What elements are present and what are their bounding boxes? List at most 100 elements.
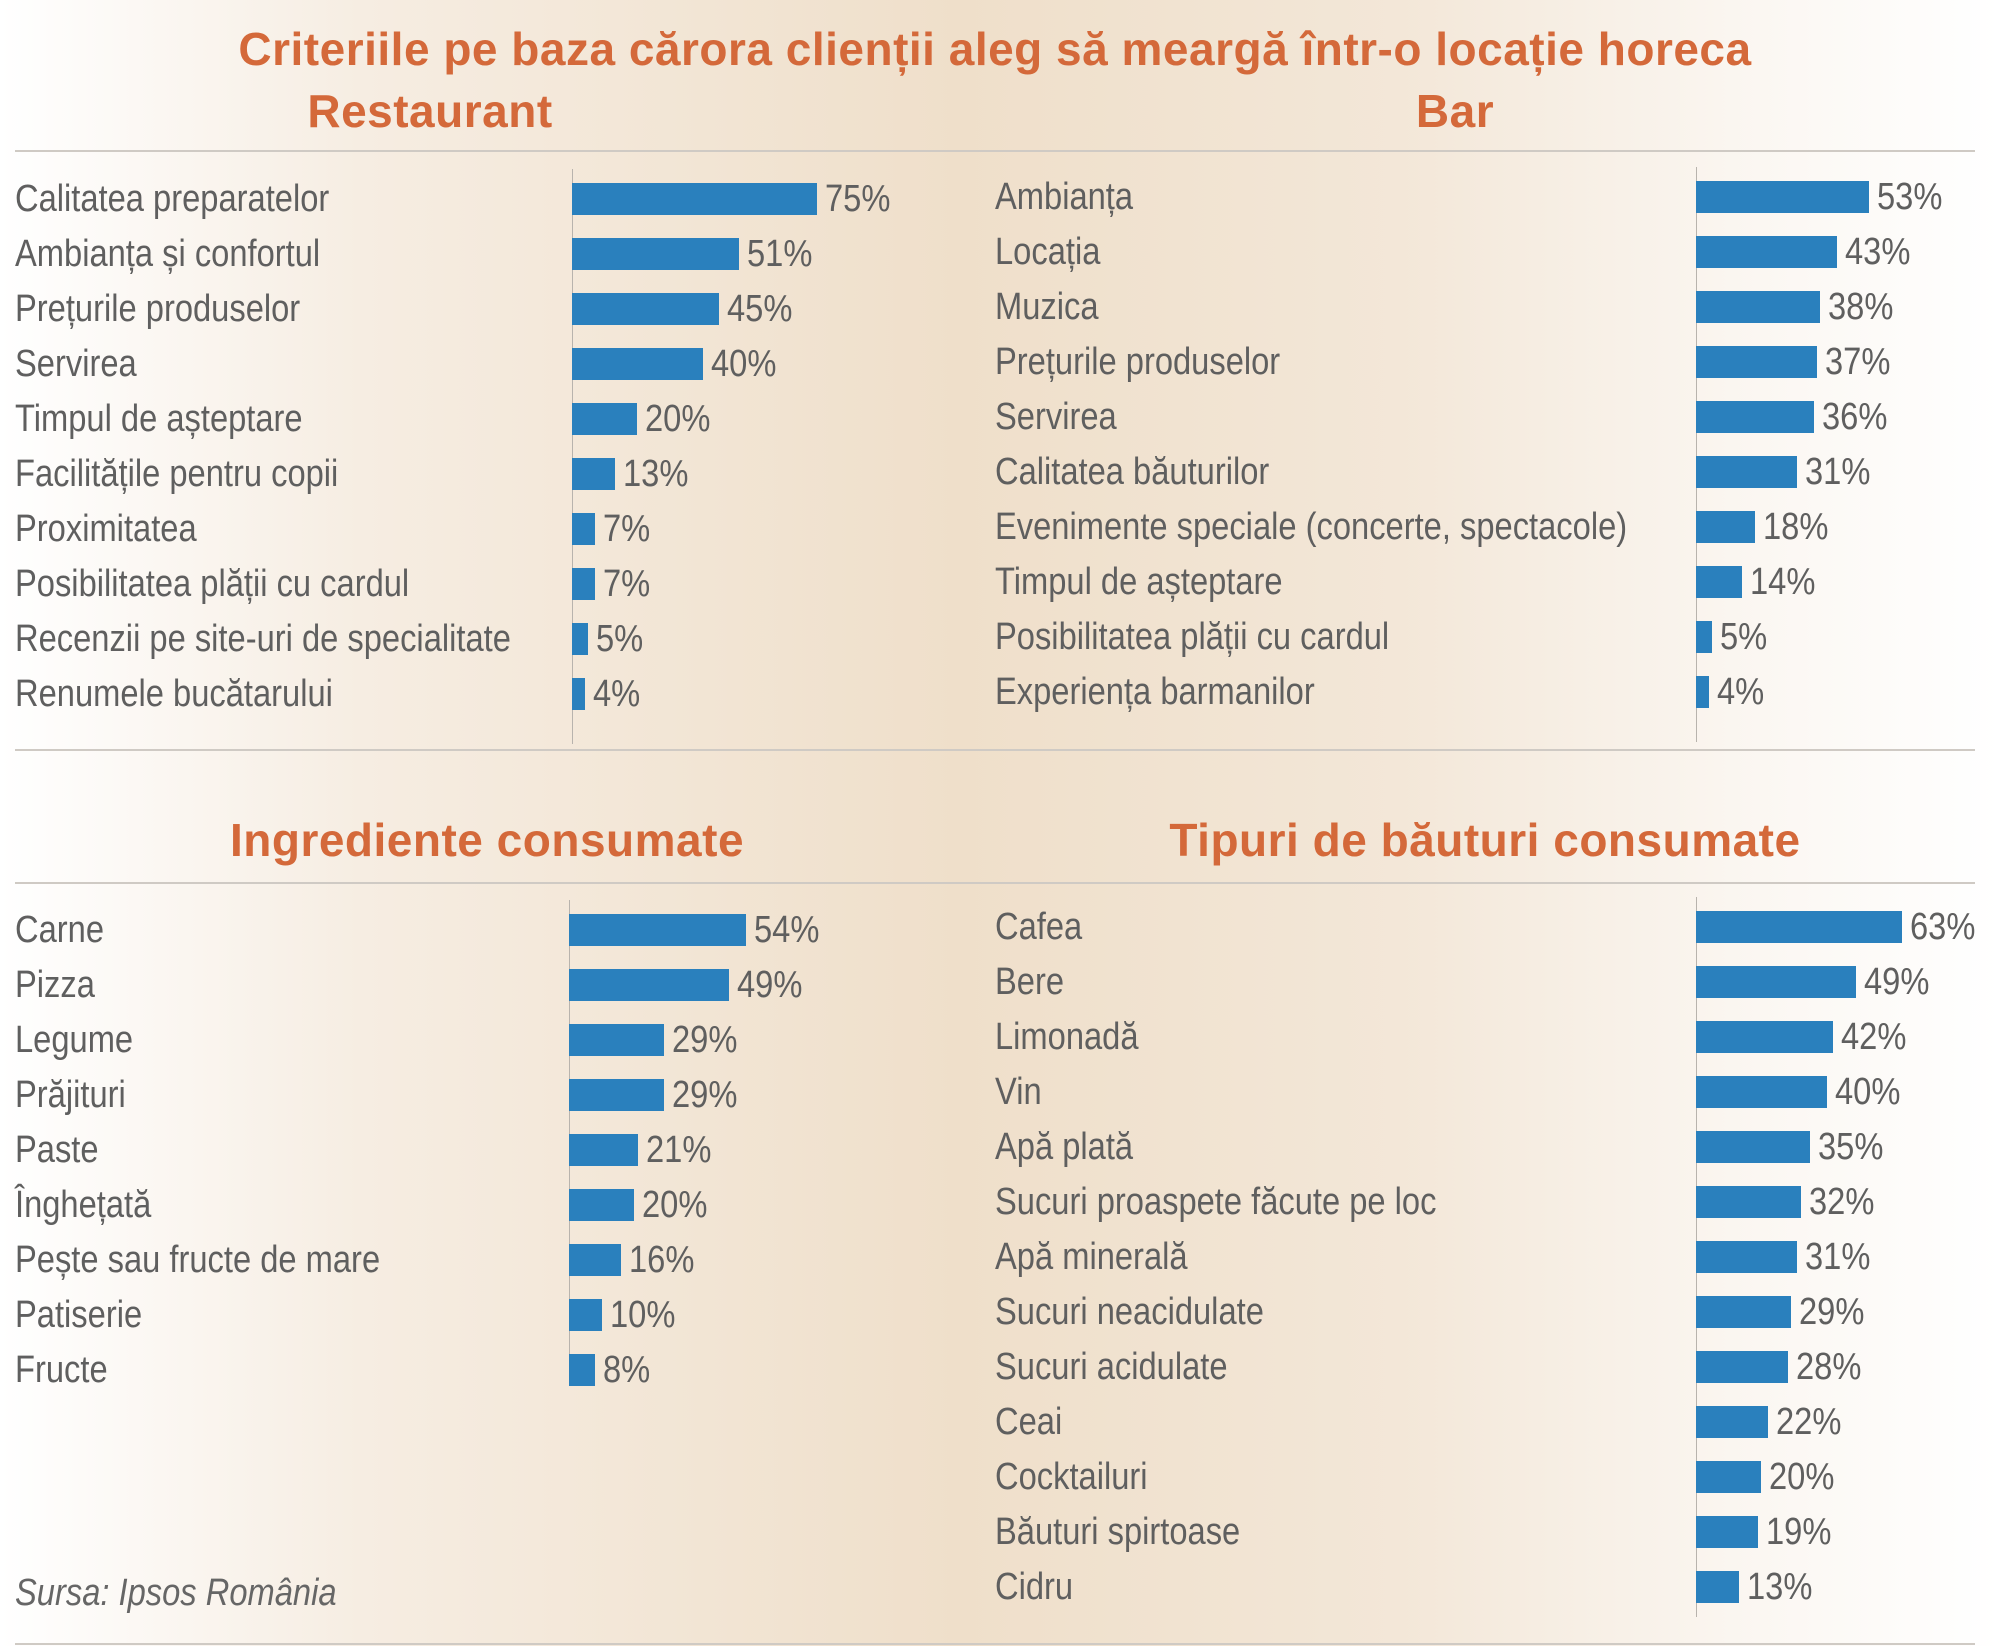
bar [572,513,595,545]
divider [15,882,1975,884]
category-label: Prăjituri [15,1074,126,1116]
category-label: Băuturi spirtoase [995,1511,1241,1553]
bar [572,403,638,435]
category-label: Evenimente speciale (concerte, spectacol… [995,506,1628,548]
category-label: Cocktailuri [995,1456,1148,1498]
bar [572,238,739,270]
category-label: Calitatea preparatelor [15,178,330,220]
bar [1696,401,1814,433]
value-label: 22% [1775,1401,1842,1443]
category-label: Renumele bucătarului [15,673,333,715]
bar [1696,1406,1768,1438]
category-label: Locația [995,231,1101,273]
category-label: Ambianța și confortul [15,233,321,275]
category-label: Paste [15,1129,99,1171]
value-label: 36% [1821,396,1888,438]
divider [15,1643,1975,1645]
value-label: 13% [1746,1566,1812,1608]
value-label: 16% [629,1239,695,1281]
category-label: Experiența barmanilor [995,671,1315,713]
value-label: 29% [1798,1291,1865,1333]
bar [1696,236,1837,268]
bar [569,1079,664,1111]
source-note: Sursa: Ipsos România [15,1572,337,1614]
bar [1696,1461,1762,1493]
category-label: Sucuri acidulate [995,1346,1228,1388]
value-label: 29% [671,1019,738,1061]
category-label: Apă minerală [995,1236,1188,1278]
axis-line [572,169,573,744]
value-label: 38% [1828,286,1894,328]
main-title: Criteriile pe baza cărora clienții aleg … [238,23,1752,75]
value-label: 49% [737,964,803,1006]
bar [569,1024,664,1056]
value-label: 7% [602,563,651,605]
value-label: 8% [603,1349,651,1391]
value-label: 35% [1818,1126,1884,1168]
bar [569,1354,596,1386]
category-label: Sucuri neacidulate [995,1291,1264,1333]
value-label: 4% [1717,671,1765,713]
divider [15,150,1975,152]
category-label: Posibilitatea plății cu cardul [15,563,410,605]
category-label: Fructe [15,1349,108,1391]
value-label: 19% [1766,1511,1832,1553]
value-label: 28% [1795,1346,1861,1388]
value-label: 31% [1805,1236,1871,1278]
value-label: 53% [1877,176,1943,218]
category-label: Legume [15,1019,134,1061]
bar [569,914,746,946]
value-label: 21% [645,1129,712,1171]
bar [572,458,615,490]
bar [1696,1516,1759,1548]
bar [1696,181,1870,213]
category-label: Pizza [15,964,95,1006]
value-label: 10% [609,1294,676,1336]
category-label: Posibilitatea plății cu cardul [995,616,1390,658]
value-label: 7% [602,508,651,550]
bar [569,1299,602,1331]
category-label: Muzica [995,286,1099,328]
category-label: Servirea [15,343,137,385]
category-label: Vin [995,1071,1042,1113]
bar [1696,1351,1788,1383]
category-label: Timpul de așteptare [995,561,1283,603]
value-label: 31% [1805,451,1871,493]
category-label: Prețurile produselor [995,341,1281,383]
bar [1696,1571,1739,1603]
value-label: 37% [1824,341,1891,383]
category-label: Recenzii pe site-uri de specialitate [15,618,511,660]
bar [1696,566,1742,598]
bar [569,1189,635,1221]
bar [572,568,595,600]
category-label: Cidru [995,1566,1074,1608]
value-label: 4% [593,673,641,715]
bar [1696,1186,1801,1218]
category-label: Proximitatea [15,508,197,550]
category-label: Carne [15,909,105,951]
value-label: 40% [710,343,777,385]
bar [572,293,720,325]
bar [572,348,703,380]
chart-title: Tipuri de băuturi consumate [1169,814,1801,866]
chart-title: Ingrediente consumate [229,814,745,866]
bar [569,1244,622,1276]
value-label: 42% [1841,1016,1907,1058]
value-label: 32% [1808,1181,1875,1223]
value-label: 63% [1910,906,1976,948]
value-label: 75% [825,178,891,220]
value-label: 5% [596,618,644,660]
chart-title: Restaurant [307,85,553,137]
value-label: 20% [645,398,711,440]
value-label: 51% [746,233,813,275]
value-label: 20% [1769,1456,1835,1498]
category-label: Servirea [995,396,1117,438]
chart-title: Bar [1415,85,1495,137]
bar [569,1134,638,1166]
category-label: Facilitățile pentru copii [15,453,339,495]
category-label: Apă plată [995,1126,1134,1168]
divider [15,749,1975,751]
bar [1696,1021,1834,1053]
bar [1696,1076,1827,1108]
value-label: 18% [1762,506,1829,548]
